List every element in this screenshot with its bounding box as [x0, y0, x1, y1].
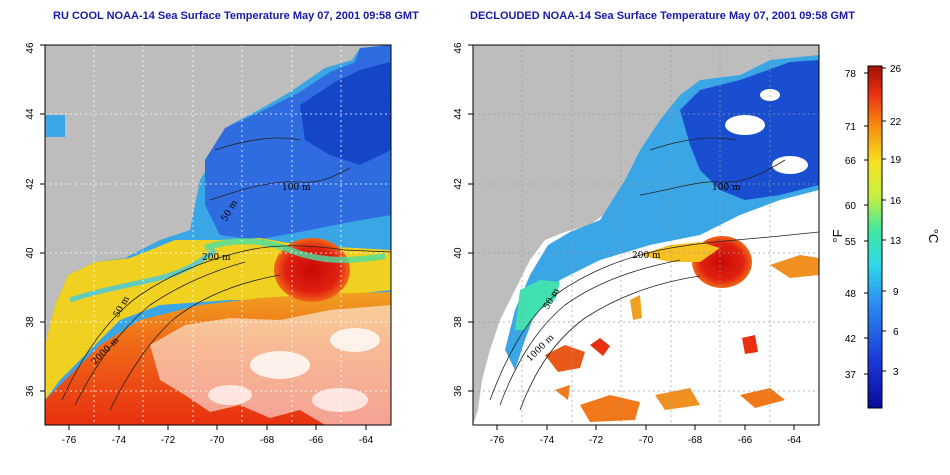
left-y-axis: 36 38 40 42 44 46: [25, 42, 45, 397]
left-bathymetry-contours: [61, 137, 392, 411]
green-coastal-water: [515, 280, 560, 330]
y-tick-label: 46: [453, 42, 464, 54]
y-tick-label: 46: [25, 42, 36, 54]
fahrenheit-tick-label: 37: [845, 370, 857, 381]
right-bathymetry-contours: [489, 137, 820, 411]
right-map-title: DECLOUDED NOAA-14 Sea Surface Temperatur…: [470, 10, 855, 22]
y-tick-label: 42: [25, 178, 36, 190]
fahrenheit-tick-label: 60: [845, 201, 857, 212]
deep-cold-basin-water: [300, 62, 391, 165]
y-tick-label: 44: [25, 108, 36, 120]
x-tick-label: -64: [787, 435, 802, 446]
celsius-tick-label: 16: [890, 196, 902, 207]
celsius-tick-label: 3: [893, 367, 899, 378]
x-tick-label: -72: [589, 435, 604, 446]
contour-label: 200 m: [202, 253, 231, 263]
x-tick-label: -64: [359, 435, 374, 446]
slope-warm-water: [640, 242, 720, 262]
x-tick-label: -72: [161, 435, 176, 446]
fahrenheit-tick-label: 78: [845, 69, 857, 80]
x-tick-label: -68: [260, 435, 275, 446]
left-map: [45, 45, 391, 425]
fahrenheit-ticks: 78 71 66 60 55 48 42 37: [845, 69, 868, 381]
fahrenheit-tick-label: 48: [845, 289, 857, 300]
y-tick-label: 36: [25, 385, 36, 397]
left-map-frame: [44, 44, 392, 426]
x-tick-label: -70: [210, 435, 225, 446]
left-map-title: RU COOL NOAA-14 Sea Surface Temperature …: [53, 10, 419, 22]
right-y-axis: 36 38 40 42 44 46: [453, 42, 473, 397]
x-tick-label: -70: [639, 435, 654, 446]
x-tick-label: -66: [309, 435, 324, 446]
x-tick-label: -66: [738, 435, 753, 446]
y-tick-label: 38: [25, 316, 36, 328]
y-tick-label: 36: [453, 385, 464, 397]
x-tick-label: -74: [112, 435, 127, 446]
fahrenheit-tick-label: 42: [845, 334, 857, 345]
celsius-unit-label: °C: [926, 229, 941, 244]
left-map-grid: [45, 45, 391, 425]
cyan-frontal-filament: [69, 248, 217, 303]
y-tick-label: 40: [453, 247, 464, 259]
warm-water-fragments: [545, 295, 785, 422]
coastal-water-patch: [45, 115, 65, 137]
y-tick-label: 44: [453, 108, 464, 120]
y-tick-label: 38: [453, 316, 464, 328]
x-tick-label: -76: [62, 435, 77, 446]
x-tick-label: -76: [490, 435, 505, 446]
celsius-tick-label: 26: [890, 64, 902, 75]
contour-label: 100 m: [712, 183, 741, 193]
right-map: [473, 45, 819, 425]
fahrenheit-tick-label: 55: [845, 237, 857, 248]
colorbar: 78 71 66 60 55 48 42 37 26 22 19 16 13 9…: [830, 64, 941, 409]
fahrenheit-unit-label: °F: [830, 229, 845, 242]
right-map-grid: [473, 45, 819, 425]
y-tick-label: 40: [25, 247, 36, 259]
fahrenheit-tick-label: 71: [845, 122, 857, 133]
fahrenheit-tick-label: 66: [845, 156, 857, 167]
contour-label: 200 m: [632, 251, 661, 261]
y-tick-label: 42: [453, 178, 464, 190]
green-frontal-filament: [204, 238, 386, 263]
celsius-tick-label: 6: [893, 327, 899, 338]
colorbar-gradient: [867, 65, 883, 409]
x-tick-label: -74: [540, 435, 555, 446]
contour-label: 100 m: [282, 183, 311, 193]
celsius-tick-label: 22: [890, 117, 902, 128]
celsius-tick-label: 9: [893, 287, 899, 298]
celsius-tick-label: 19: [890, 155, 902, 166]
land-mass: [473, 45, 819, 425]
celsius-tick-label: 13: [890, 236, 902, 247]
left-x-axis: -76 -74 -72 -70 -68 -66 -64: [62, 425, 374, 446]
x-tick-label: -68: [688, 435, 703, 446]
warm-patch-southeast: [770, 255, 819, 278]
right-x-axis: -76 -74 -72 -70 -68 -66 -64: [490, 425, 802, 446]
cloud-contamination: [150, 305, 391, 425]
celsius-ticks: 26 22 19 16 13 9 6 3: [882, 64, 902, 378]
